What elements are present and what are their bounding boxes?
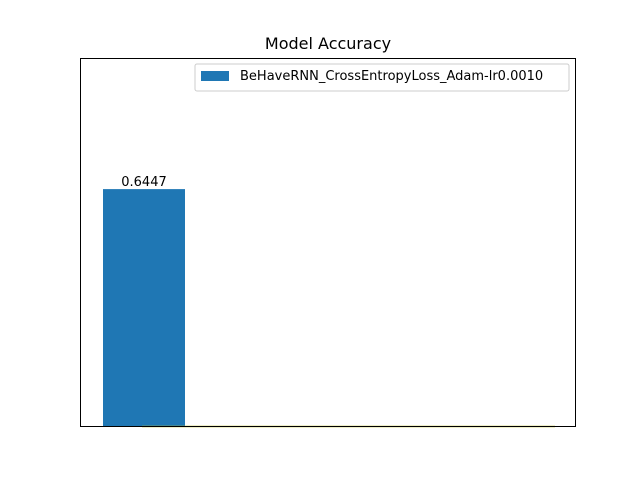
data-labels-layer: 0.6447 xyxy=(121,175,167,190)
bars-layer xyxy=(103,189,185,427)
bar-value-label: 0.6447 xyxy=(121,175,167,190)
legend-box xyxy=(194,63,570,92)
legend: BeHaveRNN_CrossEntropyLoss_Adam-lr0.0010 xyxy=(194,63,570,92)
plot-frame xyxy=(80,58,576,427)
bar xyxy=(103,189,185,427)
legend-label: BeHaveRNN_CrossEntropyLoss_Adam-lr0.0010 xyxy=(240,69,543,84)
legend-swatch xyxy=(201,71,229,81)
chart-title: Model Accuracy xyxy=(265,34,391,53)
